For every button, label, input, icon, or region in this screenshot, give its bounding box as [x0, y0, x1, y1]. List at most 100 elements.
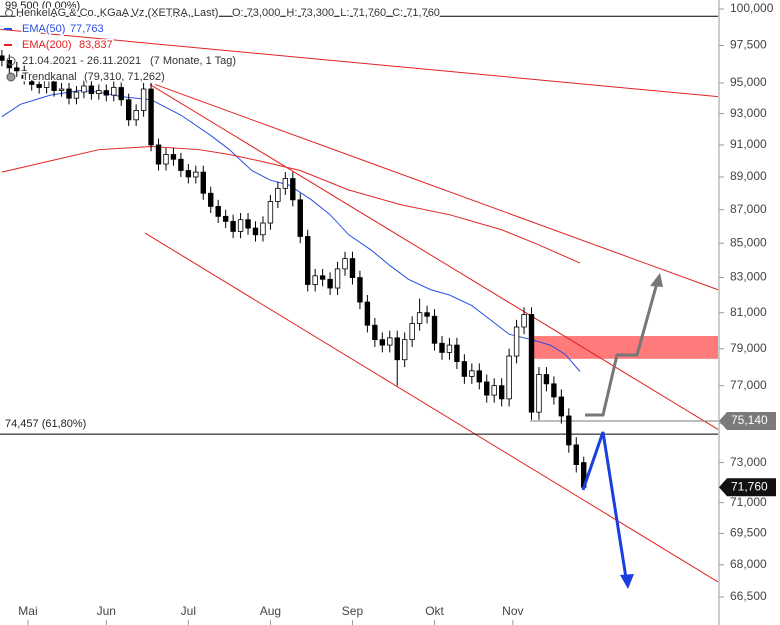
y-tick-label: 81,000: [730, 305, 767, 319]
candle-body: [290, 178, 296, 201]
candle-body: [260, 222, 266, 236]
candle-body: [170, 154, 177, 160]
candle-body: [21, 70, 27, 79]
x-tick-label: Jul: [181, 604, 196, 618]
y-tick-label: 68,000: [730, 557, 767, 571]
candle-body: [349, 258, 356, 278]
legend-label: Trendkanal: [22, 71, 77, 83]
candle-body: [454, 344, 460, 362]
candle-body: [469, 370, 475, 377]
candle-body: [237, 219, 244, 232]
legend-title: HenkelAG & Co. KGaA Vz (XETRA, Last): [16, 7, 218, 19]
level-label: 99,500 (0,00%): [5, 0, 80, 12]
y-tick-label: 87,000: [730, 202, 767, 216]
candle-body: [491, 385, 497, 396]
candle-body: [208, 192, 214, 207]
candle-body: [558, 396, 565, 417]
legend-label: EMA(200): [22, 39, 72, 51]
y-tick-label: 83,000: [730, 270, 767, 284]
candle-body: [148, 88, 154, 146]
candle-body: [43, 79, 50, 88]
candle-body: [118, 87, 124, 101]
legend-ohlc: O: 73,000 H: 73,300 L: 71,760 C: 71,760: [232, 7, 440, 19]
trend-line: [149, 84, 719, 430]
y-tick-label: 69,500: [730, 526, 767, 540]
candle-body: [297, 199, 303, 237]
candle-body: [140, 88, 147, 111]
candle-body: [51, 79, 57, 91]
candle-body: [446, 344, 453, 353]
scenario-arrow-down: [581, 431, 628, 579]
arrow-head: [620, 574, 634, 589]
plot-back: [0, 15, 719, 583]
candle-body: [528, 314, 535, 413]
x-tick-label: Nov: [502, 604, 523, 618]
candle-body: [14, 67, 20, 72]
last-price-label: 71,760: [731, 479, 768, 493]
y-tick-label: 66,500: [730, 589, 767, 603]
y-tick-label: 77,000: [730, 378, 767, 392]
legend-icon: [5, 9, 13, 17]
candle-body: [282, 178, 289, 189]
legend-label: EMA(50): [22, 23, 65, 35]
scenario-arrow-up: [585, 282, 659, 417]
legend: HenkelAG & Co. KGaA Vz (XETRA, Last) O: …: [4, 5, 441, 84]
x-tick-label: Mai: [18, 604, 37, 618]
candle-body: [461, 361, 468, 377]
candle-body: [327, 278, 333, 289]
arrow-head: [650, 273, 663, 287]
candle-body: [379, 339, 386, 346]
candle-body: [334, 268, 341, 289]
candle-body: [73, 91, 80, 99]
y-tick-label: 79,000: [730, 341, 767, 355]
y-tick-label: 97,500: [730, 38, 767, 52]
candle-body: [342, 258, 348, 270]
candle-body: [409, 323, 415, 341]
y-tick-label: 100,000: [730, 1, 774, 15]
candle-body: [312, 275, 318, 285]
candle-body: [319, 275, 326, 280]
x-tick-label: Okt: [425, 604, 444, 618]
legend-value: 83,837: [79, 39, 113, 51]
candle-body: [6, 59, 13, 69]
period-note: (7 Monate, 1 Tag): [150, 55, 236, 67]
candle-body: [103, 90, 110, 96]
candle-body: [521, 314, 527, 328]
candle-body: [506, 355, 512, 400]
candle-body: [275, 187, 281, 202]
level-label: 74,457 (61,80%): [5, 418, 86, 430]
legend-value: (79,310, 71,262): [84, 71, 165, 83]
candle-body: [200, 171, 206, 194]
candle-body: [66, 88, 72, 99]
candle-body: [125, 99, 132, 121]
y-tick-label: 89,000: [730, 169, 767, 183]
candle-body: [513, 326, 520, 357]
candle-body: [230, 220, 236, 232]
price-zone: [530, 336, 718, 359]
candle-body: [163, 154, 169, 165]
candle-body: [439, 342, 445, 353]
x-tick-label: Sep: [342, 604, 364, 618]
candle-body: [387, 337, 393, 346]
candle-body: [133, 110, 139, 121]
y-tick-label: 93,000: [730, 106, 767, 120]
candle-body: [543, 374, 550, 385]
candle-body: [551, 383, 557, 398]
candle-body: [155, 144, 162, 165]
legend-icon: [6, 72, 16, 82]
y-tick-label: 73,000: [730, 455, 767, 469]
candle-body: [401, 339, 408, 361]
candle-body: [267, 201, 274, 224]
candle-body: [394, 337, 400, 361]
candle-body: [215, 206, 221, 217]
y-tick-label: 95,000: [730, 75, 767, 89]
candle-body: [185, 170, 192, 178]
candle-body: [245, 219, 251, 229]
period: 21.04.2021 - 26.11.2021: [22, 55, 141, 67]
trend-line: [0, 28, 719, 98]
trend-line: [144, 232, 719, 583]
legend-icon: [6, 56, 16, 66]
candle-body: [0, 55, 5, 61]
